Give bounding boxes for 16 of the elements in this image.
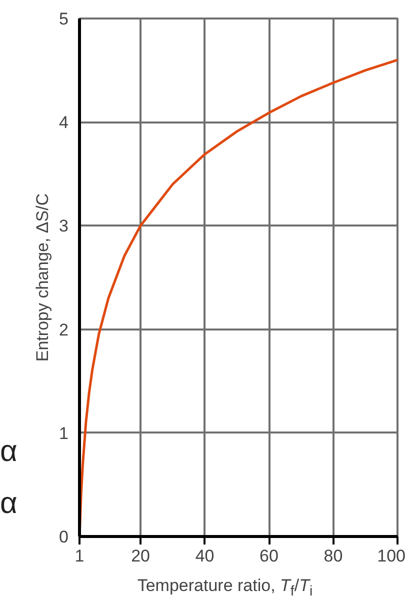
y-tick-label: 0 [59,528,69,546]
x-tick-label: 1 [74,546,84,566]
x-tick-label: 60 [260,546,278,566]
y-tick-label: 2 [59,320,69,340]
y-axis-title: Entropy change, ΔS/C [33,193,52,362]
y-tick-label: 3 [59,216,69,236]
x-tick-label: 100 [377,546,405,566]
x-tick-label: 20 [131,546,150,566]
x-tick-label: 80 [324,546,343,566]
x-axis-title: Temperature ratio, T$_{f}$/T$_{i}$ [136,575,314,602]
text: α [0,487,18,520]
y-tick-label: 4 [59,113,69,132]
y-tick-label: 1 [59,424,69,443]
x-tick-label: 40 [195,546,214,566]
text: α [0,435,18,468]
y-tick-label: 5 [59,10,69,28]
